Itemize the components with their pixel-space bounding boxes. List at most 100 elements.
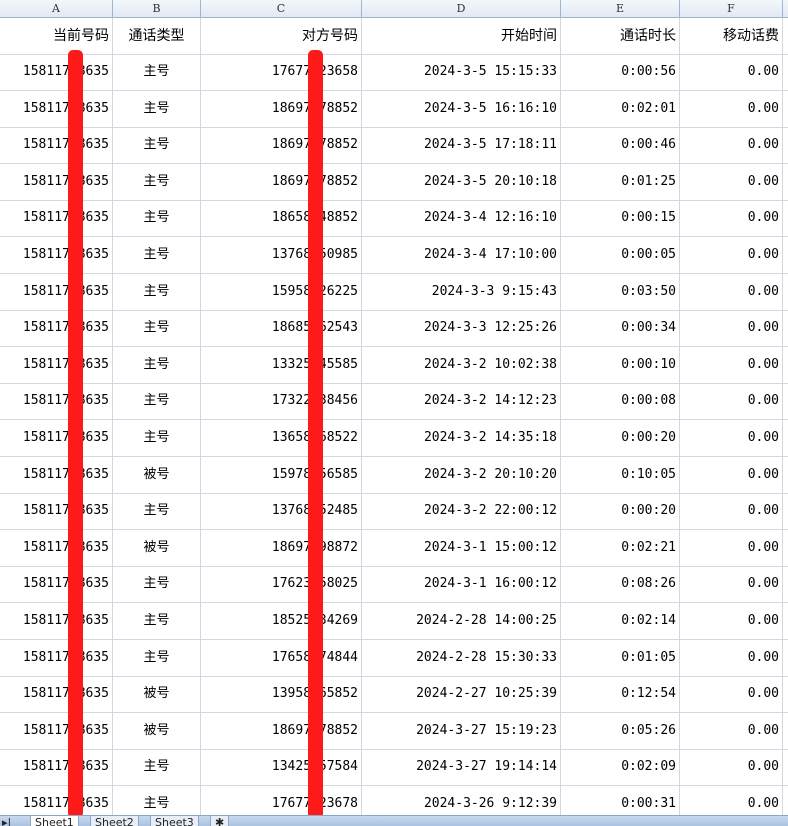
cell[interactable]: 18697398872 (201, 530, 362, 566)
cell[interactable]: 2024-3-2 14:12:23 (362, 383, 561, 419)
cell[interactable]: 0:03:50 (561, 274, 680, 310)
cell[interactable]: 0.00 (680, 530, 783, 566)
cell[interactable]: 15811758635 (0, 420, 113, 456)
cell[interactable]: 2024-3-4 17:10:00 (362, 237, 561, 273)
cell[interactable]: 15811758635 (0, 127, 113, 163)
cell[interactable]: 主号 (113, 127, 201, 163)
cell[interactable]: 15811758635 (0, 383, 113, 419)
cell[interactable]: 15811758635 (0, 749, 113, 785)
cell[interactable]: 0.00 (680, 274, 783, 310)
cell[interactable]: 15811758635 (0, 566, 113, 602)
cell[interactable]: 开始时间 (362, 18, 561, 54)
cell[interactable]: 主号 (113, 310, 201, 346)
cell[interactable]: 18658148852 (201, 200, 362, 236)
cell[interactable]: 主号 (113, 749, 201, 785)
cell[interactable]: 13425557584 (201, 749, 362, 785)
tab-sheet1[interactable]: Sheet1 (30, 816, 79, 826)
cell[interactable]: 0.00 (680, 54, 783, 90)
tab-sheet2[interactable]: Sheet2 (90, 816, 139, 826)
cell[interactable]: 被号 (113, 530, 201, 566)
cell[interactable]: 0:01:05 (561, 640, 680, 676)
cell[interactable]: 2024-3-2 10:02:38 (362, 347, 561, 383)
cell[interactable]: 0:02:01 (561, 91, 680, 127)
cell[interactable]: 主号 (113, 493, 201, 529)
cell[interactable]: 18697378852 (201, 91, 362, 127)
cell[interactable]: 0.00 (680, 310, 783, 346)
cell[interactable]: 15811758635 (0, 713, 113, 749)
cell[interactable]: 0:08:26 (561, 566, 680, 602)
cell[interactable]: 2024-2-28 15:30:33 (362, 640, 561, 676)
cell[interactable]: 0:00:08 (561, 383, 680, 419)
cell[interactable]: 主号 (113, 383, 201, 419)
column-header-e[interactable]: E (561, 0, 680, 17)
cell[interactable]: 15811758635 (0, 603, 113, 639)
cell[interactable]: 被号 (113, 676, 201, 712)
cell[interactable]: 0.00 (680, 640, 783, 676)
cell[interactable]: 2024-3-1 15:00:12 (362, 530, 561, 566)
cell[interactable]: 0.00 (680, 127, 783, 163)
cell[interactable]: 2024-3-2 14:35:18 (362, 420, 561, 456)
cell[interactable]: 2024-3-27 19:14:14 (362, 749, 561, 785)
cell[interactable]: 15811758635 (0, 347, 113, 383)
cell[interactable]: 0:00:15 (561, 200, 680, 236)
cell[interactable]: 0:00:56 (561, 54, 680, 90)
cell[interactable]: 主号 (113, 603, 201, 639)
cell[interactable]: 0:02:09 (561, 749, 680, 785)
cell[interactable]: 主号 (113, 786, 201, 822)
cell[interactable]: 0.00 (680, 713, 783, 749)
cell[interactable]: 17623558025 (201, 566, 362, 602)
cell[interactable]: 主号 (113, 347, 201, 383)
cell[interactable]: 15811758635 (0, 530, 113, 566)
cell[interactable]: 被号 (113, 713, 201, 749)
cell[interactable]: 2024-3-5 20:10:18 (362, 164, 561, 200)
cell[interactable]: 18525534269 (201, 603, 362, 639)
cell[interactable]: 15811758635 (0, 676, 113, 712)
cell[interactable]: 0.00 (680, 676, 783, 712)
cell[interactable]: 当前号码 (0, 18, 113, 54)
cell[interactable]: 18697378852 (201, 164, 362, 200)
cell[interactable]: 0:10:05 (561, 457, 680, 493)
cell[interactable]: 2024-3-3 9:15:43 (362, 274, 561, 310)
cell[interactable]: 15811758635 (0, 164, 113, 200)
cell[interactable]: 0.00 (680, 749, 783, 785)
column-header-f[interactable]: F (680, 0, 783, 17)
cell[interactable]: 主号 (113, 164, 201, 200)
cell[interactable]: 0.00 (680, 383, 783, 419)
cell[interactable]: 17658474844 (201, 640, 362, 676)
cell[interactable]: 移动话费 (680, 18, 783, 54)
cell[interactable]: 2024-3-2 20:10:20 (362, 457, 561, 493)
cell[interactable]: 0.00 (680, 200, 783, 236)
tab-sheet3[interactable]: Sheet3 (150, 816, 199, 826)
cell[interactable]: 2024-3-5 17:18:11 (362, 127, 561, 163)
cell[interactable]: 0.00 (680, 457, 783, 493)
cell[interactable]: 2024-3-5 16:16:10 (362, 91, 561, 127)
cell[interactable]: 0.00 (680, 493, 783, 529)
cell[interactable]: 0:00:20 (561, 420, 680, 456)
column-header-b[interactable]: B (113, 0, 201, 17)
cell[interactable]: 13325545585 (201, 347, 362, 383)
cell[interactable]: 2024-3-3 12:25:26 (362, 310, 561, 346)
cell[interactable]: 2024-3-27 15:19:23 (362, 713, 561, 749)
cell[interactable]: 0:12:54 (561, 676, 680, 712)
cell[interactable]: 通话时长 (561, 18, 680, 54)
cell[interactable]: 主号 (113, 566, 201, 602)
column-header-a[interactable]: A (0, 0, 113, 17)
cell[interactable]: 0.00 (680, 164, 783, 200)
cell[interactable]: 主号 (113, 640, 201, 676)
cell[interactable]: 18697378852 (201, 713, 362, 749)
cell[interactable]: 2024-2-27 10:25:39 (362, 676, 561, 712)
cell[interactable]: 0:00:05 (561, 237, 680, 273)
cell[interactable]: 被号 (113, 457, 201, 493)
cell[interactable]: 0.00 (680, 566, 783, 602)
cell[interactable]: 0.00 (680, 786, 783, 822)
cell[interactable]: 0.00 (680, 420, 783, 456)
cell[interactable]: 0.00 (680, 603, 783, 639)
cell[interactable]: 0.00 (680, 237, 783, 273)
tab-scroll-icon[interactable]: ▸| (2, 816, 12, 826)
cell[interactable]: 15811758635 (0, 91, 113, 127)
cell[interactable]: 15811758635 (0, 640, 113, 676)
cell[interactable]: 0:00:46 (561, 127, 680, 163)
cell[interactable]: 主号 (113, 200, 201, 236)
cell[interactable]: 13658568522 (201, 420, 362, 456)
cell[interactable]: 13958265852 (201, 676, 362, 712)
